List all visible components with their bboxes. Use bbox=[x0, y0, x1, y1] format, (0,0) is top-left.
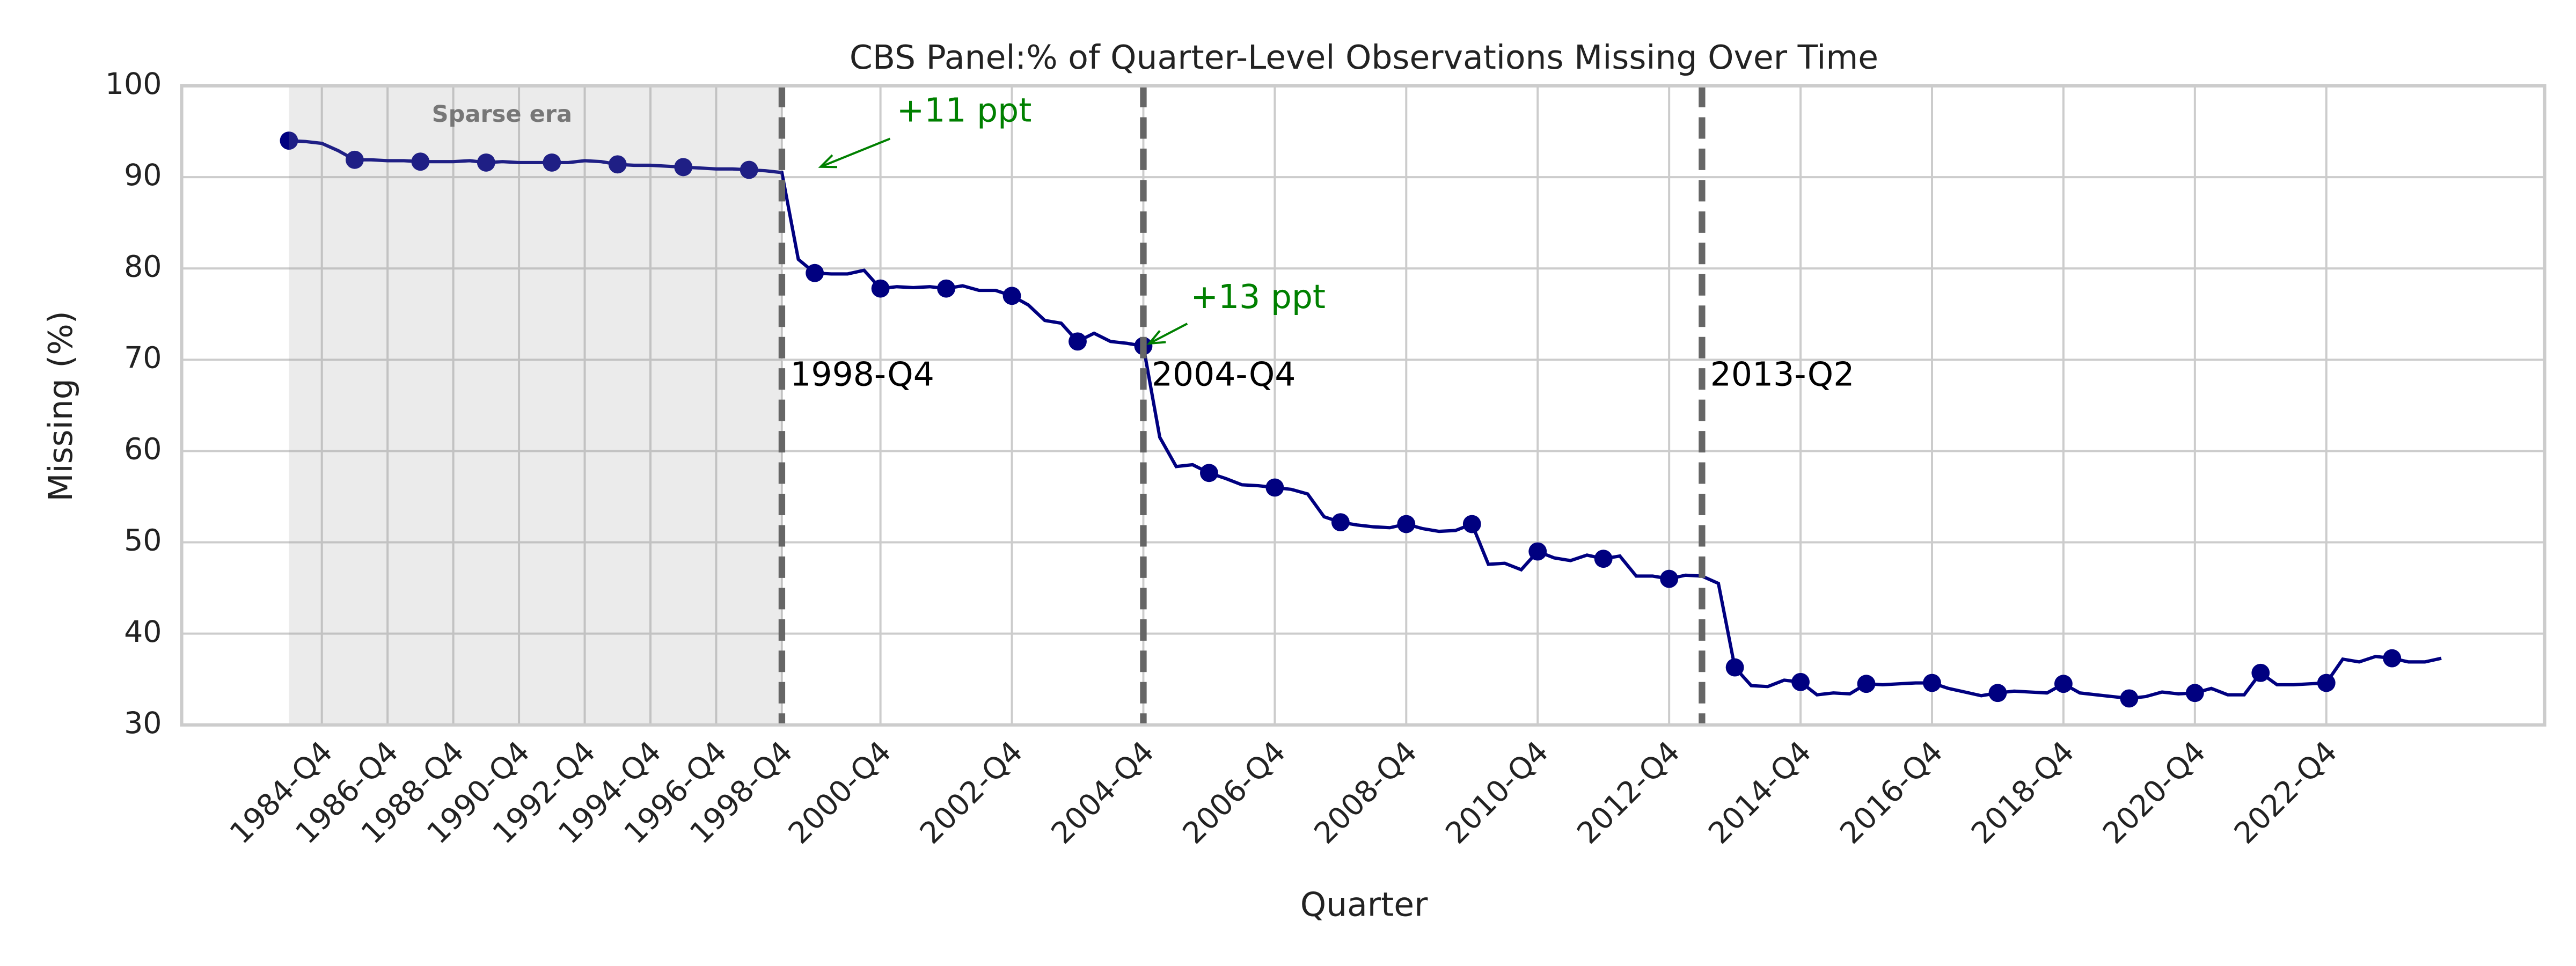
data-point bbox=[871, 279, 890, 298]
x-tick-label: 2016-Q4 bbox=[1834, 735, 1950, 851]
annotation-arrow bbox=[820, 137, 891, 168]
data-point bbox=[740, 160, 758, 179]
reference-label: 2004-Q4 bbox=[1152, 355, 1296, 394]
x-tick-label: 2018-Q4 bbox=[1965, 735, 2081, 851]
annotation: +13 ppt bbox=[1190, 277, 1326, 316]
x-tick-label: 2020-Q4 bbox=[2097, 735, 2213, 851]
x-tick-label: 2014-Q4 bbox=[1702, 735, 1818, 851]
chart-title: CBS Panel:% of Quarter-Level Observation… bbox=[850, 38, 1878, 77]
reference-label: 2013-Q2 bbox=[1710, 355, 1855, 394]
data-point bbox=[2251, 663, 2270, 682]
span-label: Sparse era bbox=[432, 101, 572, 128]
data-point bbox=[1725, 658, 1744, 677]
data-point bbox=[346, 150, 364, 169]
data-point bbox=[1857, 675, 1876, 693]
annotation-arrowhead bbox=[1146, 330, 1166, 345]
data-point bbox=[2383, 649, 2402, 668]
annotation-arrow bbox=[1148, 323, 1188, 345]
data-point bbox=[2054, 675, 2073, 693]
data-point bbox=[1791, 672, 1810, 691]
data-point bbox=[806, 264, 824, 282]
x-tick-label: 2022-Q4 bbox=[2228, 735, 2344, 851]
y-tick-label: 70 bbox=[124, 341, 162, 375]
data-point bbox=[1002, 287, 1021, 305]
data-point bbox=[1923, 674, 1941, 692]
data-point bbox=[2317, 674, 2336, 692]
x-tick-label: 2004-Q4 bbox=[1045, 735, 1161, 851]
x-axis-label: Quarter bbox=[1300, 885, 1428, 924]
data-point bbox=[1265, 478, 1284, 497]
data-point bbox=[1528, 542, 1547, 561]
data-point bbox=[674, 158, 693, 177]
data-point bbox=[477, 153, 495, 172]
annotation-arrowhead bbox=[818, 154, 838, 169]
y-tick-label: 60 bbox=[124, 433, 162, 467]
plot-frame bbox=[180, 84, 2546, 727]
x-tick-label: 2012-Q4 bbox=[1571, 735, 1687, 851]
x-tick-label: 2000-Q4 bbox=[782, 735, 898, 851]
data-point bbox=[1988, 684, 2007, 702]
y-tick-label: 40 bbox=[124, 615, 162, 649]
data-line bbox=[289, 138, 2442, 700]
data-point bbox=[1069, 332, 1087, 351]
data-point bbox=[2120, 689, 2139, 708]
data-point bbox=[1397, 515, 1416, 533]
y-tick-label: 80 bbox=[124, 250, 162, 284]
x-tick-label: 2002-Q4 bbox=[913, 735, 1029, 851]
x-tick-label: 2008-Q4 bbox=[1308, 735, 1424, 851]
data-point bbox=[2185, 684, 2204, 702]
y-tick-label: 100 bbox=[105, 67, 162, 101]
shaded-span bbox=[289, 86, 782, 725]
y-tick-label: 90 bbox=[124, 158, 162, 193]
data-point bbox=[411, 152, 430, 171]
x-tick-label: 2006-Q4 bbox=[1176, 735, 1292, 851]
data-point bbox=[608, 155, 627, 174]
data-point bbox=[1594, 550, 1613, 568]
data-point bbox=[280, 131, 298, 150]
data-point bbox=[1462, 515, 1481, 533]
y-tick-label: 30 bbox=[124, 706, 162, 741]
data-point bbox=[1331, 513, 1350, 532]
y-axis-label: Missing (%) bbox=[41, 311, 80, 501]
data-point bbox=[1200, 464, 1218, 482]
plot-area bbox=[181, 86, 2545, 725]
annotation: +11 ppt bbox=[897, 91, 1032, 129]
data-point bbox=[543, 153, 561, 172]
y-tick-label: 50 bbox=[124, 524, 162, 558]
reference-label: 1998-Q4 bbox=[790, 355, 934, 394]
x-tick-label: 2010-Q4 bbox=[1439, 735, 1555, 851]
data-point bbox=[937, 279, 955, 298]
data-point bbox=[1660, 569, 1679, 588]
